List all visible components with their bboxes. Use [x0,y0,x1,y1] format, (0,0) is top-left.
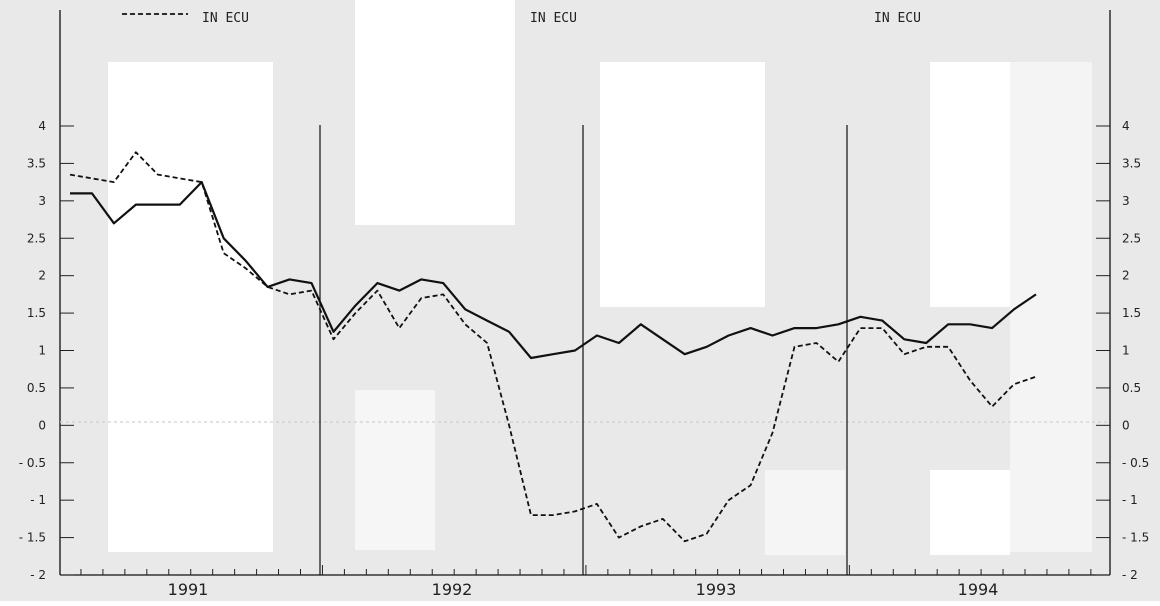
y-tick-label-right: 3 [1122,194,1130,208]
y-tick-label-right: 2.5 [1122,231,1141,245]
y-tick-label-left: 1 [38,344,46,358]
y-tick-label-left: 1.5 [27,306,46,320]
y-tick-label-right: 0 [1122,418,1130,432]
y-tick-label-right: 1 [1122,344,1130,358]
year-label-1994: 1994 [958,580,999,599]
y-tick-label-left: 3 [38,194,46,208]
y-tick-label-right: 3.5 [1122,156,1141,170]
header-label-1: IN ECU [530,11,577,26]
year-label-1992: 1992 [432,580,473,599]
y-tick-label-right: - 1.5 [1122,531,1149,545]
y-tick-label-left: 3.5 [27,156,46,170]
year-label-1991: 1991 [168,580,209,599]
y-tick-label-left: - 1 [30,493,46,507]
y-tick-label-right: - 2 [1122,568,1138,582]
y-axis-right: 4 3.5 3 2.5 2 1.5 1 0.5 0 - 0.5 - 1 - 1.5 - 2 [1096,119,1149,582]
y-tick-label-left: 0.5 [27,381,46,395]
year-label-1993: 1993 [696,580,737,599]
y-tick-label-left: - 1.5 [19,531,46,545]
series-line-solid [70,181,1037,360]
y-tick-label-right: 1.5 [1122,306,1141,320]
header-label-2: IN ECU [874,11,921,26]
series-lines [69,151,1037,543]
y-tick-label-left: 4 [38,119,46,133]
y-tick-label-right: 4 [1122,119,1130,133]
legend: IN ECU [122,11,249,26]
year-labels: 1991 1992 1993 1994 [168,580,999,599]
y-tick-label-left: - 0.5 [19,456,46,470]
y-tick-label-right: 2 [1122,269,1130,283]
x-axis [80,565,1092,575]
y-axis-left: 4 3.5 3 2.5 2 1.5 1 0.5 0 - 0.5 - 1 - 1.5 - 2 [19,119,74,582]
y-tick-label-left: - 2 [30,568,46,582]
legend-label: IN ECU [202,11,249,26]
series-line-dashed [69,151,1037,543]
y-tick-label-left: 2 [38,269,46,283]
y-tick-label-left: 2.5 [27,231,46,245]
y-tick-label-right: 0.5 [1122,381,1141,395]
y-tick-label-left: 0 [38,418,46,432]
y-tick-label-right: - 1 [1122,493,1138,507]
y-tick-label-right: - 0.5 [1122,456,1149,470]
